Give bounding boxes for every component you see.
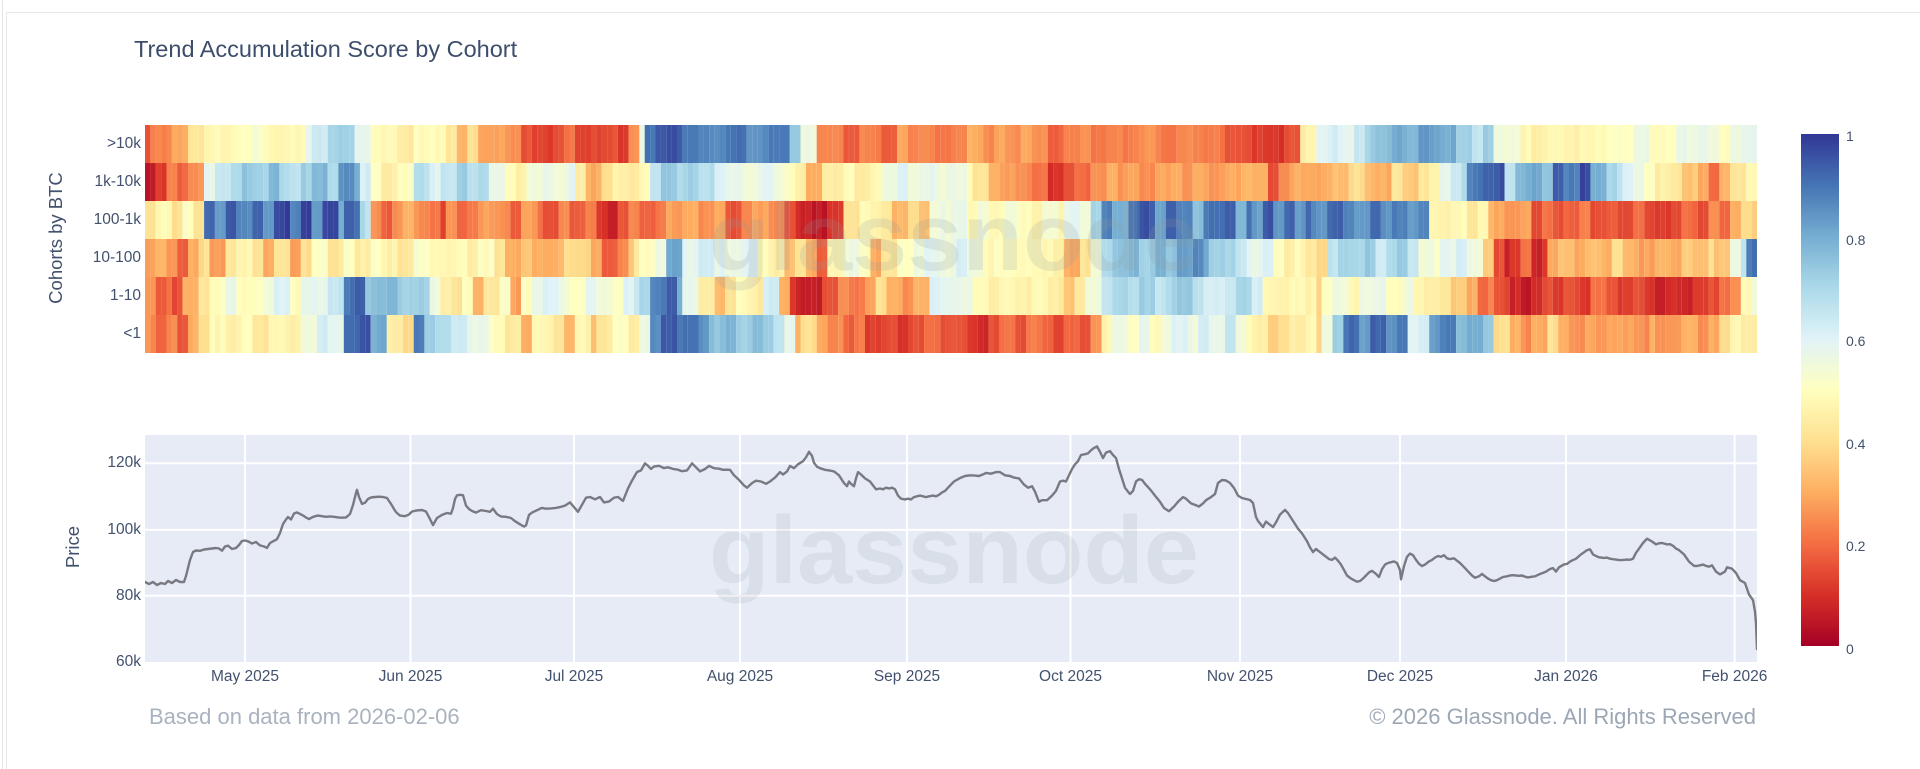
svg-text:glassnode: glassnode [709, 184, 1199, 291]
svg-text:glassnode: glassnode [709, 497, 1199, 604]
